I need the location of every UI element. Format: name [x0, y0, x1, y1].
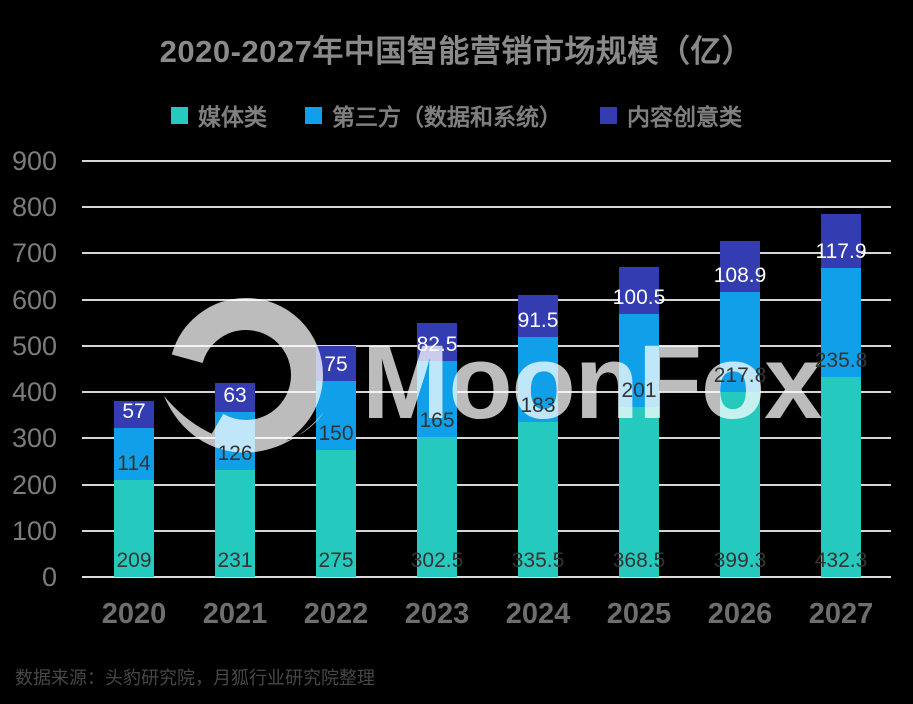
bar-segment	[417, 437, 457, 577]
x-axis-tick-2026: 2026	[707, 598, 773, 630]
x-axis-tick-2023: 2023	[404, 598, 470, 630]
bar-segment	[518, 337, 558, 422]
gridline-y0	[82, 576, 891, 578]
gridline-y200	[82, 483, 891, 486]
x-axis-tick-2020: 2020	[101, 598, 167, 630]
bar-segment	[720, 291, 760, 393]
legend-swatch-icon	[600, 106, 617, 124]
y-axis-tick-500: 500	[11, 330, 57, 361]
legend: 媒体类 第三方（数据和系统） 内容创意类	[0, 98, 913, 132]
gridline-y700	[82, 252, 891, 255]
bar-segment	[619, 267, 659, 314]
y-axis-tick-0: 0	[41, 562, 57, 592]
bar-segment	[417, 322, 457, 361]
bar-segment	[821, 213, 861, 269]
x-axis-tick-2024: 2024	[505, 598, 571, 630]
bar-segment	[114, 401, 154, 428]
gridline-y800	[82, 206, 891, 209]
gridline-y500	[82, 344, 891, 347]
chart-title: 2020-2027年中国智能营销市场规模（亿）	[159, 34, 754, 69]
source-note: 数据来源：头豹研究院，月狐行业研究院整理	[15, 668, 375, 688]
bar-segment	[720, 241, 760, 292]
y-axis-tick-100: 100	[11, 515, 57, 546]
bar-segment	[316, 345, 356, 381]
bar-segment	[518, 421, 558, 577]
y-axis-tick-900: 900	[11, 146, 57, 176]
legend-item-label: 媒体类	[198, 104, 267, 130]
x-axis-tick-2027: 2027	[808, 598, 874, 630]
bar-segment	[821, 377, 861, 577]
gridline-y300	[82, 437, 891, 440]
bar-segment	[114, 427, 154, 481]
gridline-y900	[82, 160, 891, 162]
bar-segment	[720, 392, 760, 577]
gridline-y100	[82, 529, 891, 532]
bar-segment	[316, 380, 356, 450]
x-axis-tick-2025: 2025	[606, 598, 672, 630]
y-axis-tick-200: 200	[11, 469, 57, 500]
y-axis-tick-700: 700	[11, 238, 57, 269]
bar-segment	[114, 480, 154, 577]
legend-item-2: 第三方（数据和系统）	[305, 98, 562, 132]
y-axis-tick-800: 800	[11, 192, 57, 223]
legend-item-label: 内容创意类	[627, 104, 742, 130]
bar-segment	[215, 470, 255, 577]
legend-item-1: 媒体类	[171, 98, 267, 132]
bar-segment	[518, 295, 558, 338]
bar-segment	[417, 360, 457, 438]
bar-segment	[619, 313, 659, 407]
legend-swatch-icon	[305, 106, 322, 124]
x-axis-tick-2022: 2022	[303, 598, 369, 630]
bar-segment	[316, 449, 356, 577]
bar-segment	[215, 411, 255, 471]
bar-segment	[215, 382, 255, 412]
bar-segment	[821, 268, 861, 378]
gridline-y600	[82, 298, 891, 301]
legend-swatch-icon	[171, 106, 188, 124]
legend-item-label: 第三方（数据和系统）	[332, 104, 562, 130]
y-axis-tick-600: 600	[11, 284, 57, 315]
y-axis-tick-300: 300	[11, 423, 57, 454]
bar-segment	[619, 406, 659, 577]
x-axis-tick-2021: 2021	[202, 598, 268, 630]
legend-item-3: 内容创意类	[600, 98, 742, 132]
gridline-y400	[82, 391, 891, 394]
y-axis-tick-400: 400	[11, 377, 57, 408]
